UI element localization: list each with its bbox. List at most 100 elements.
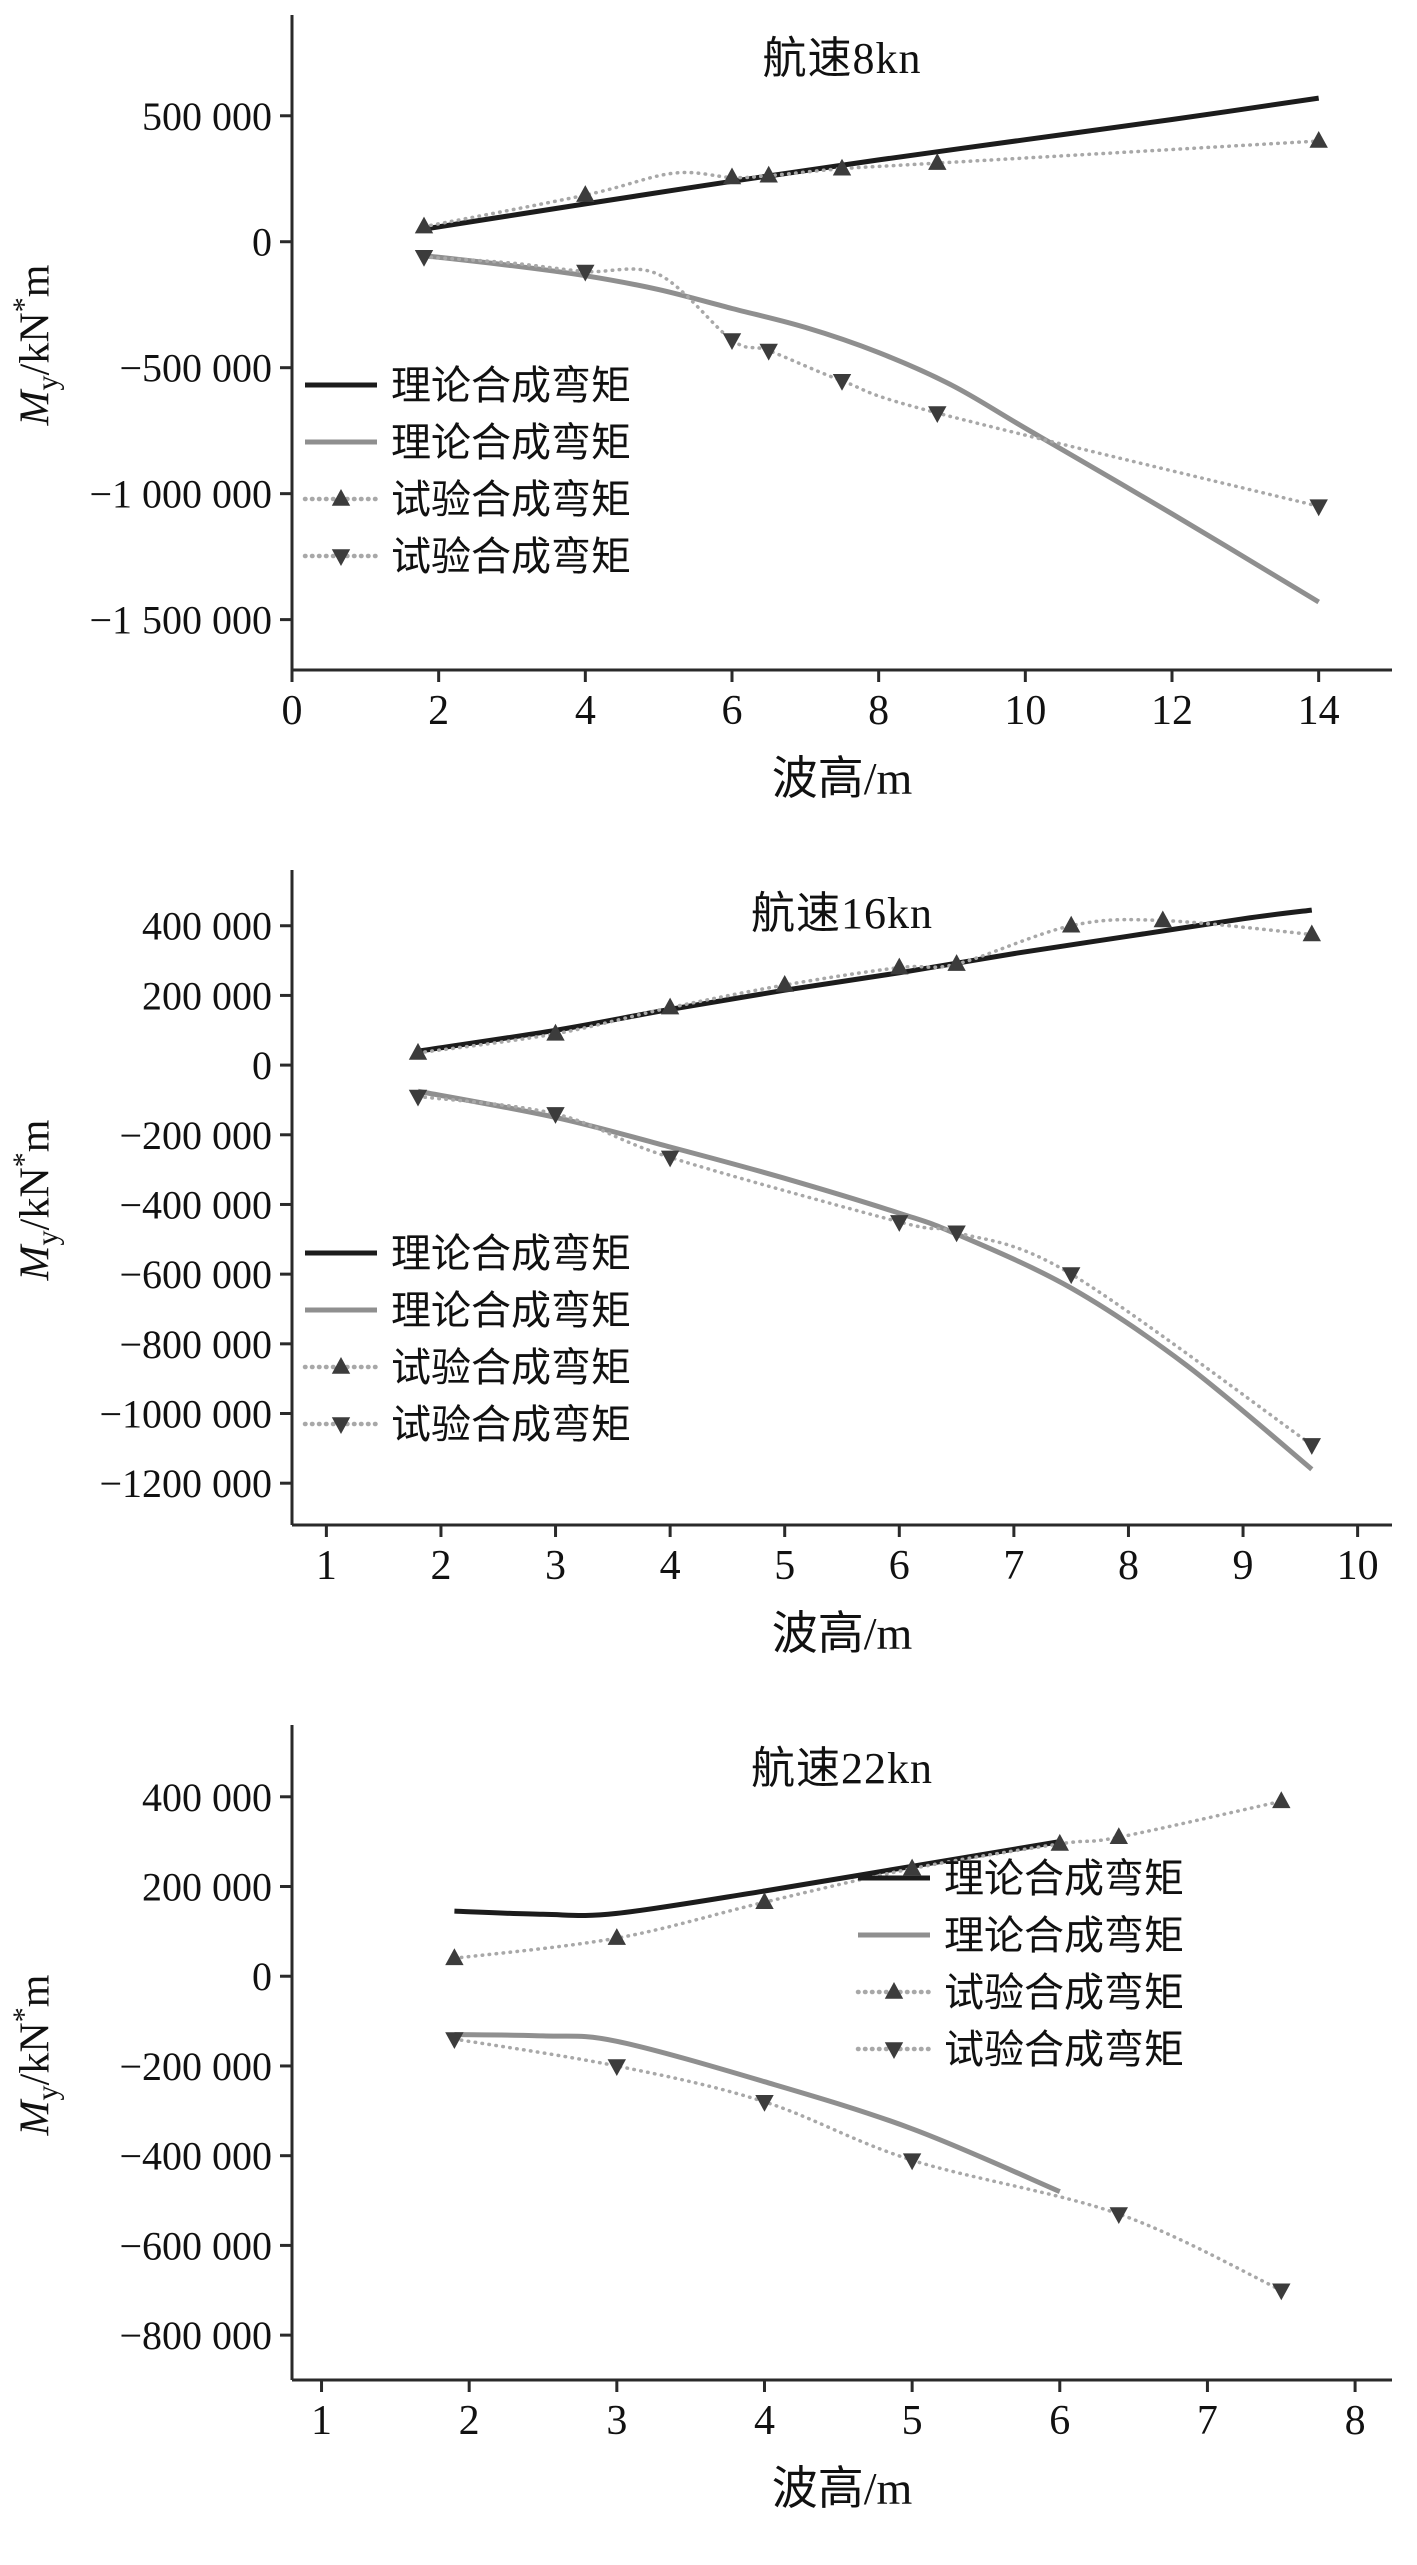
legend-label: 理论合成弯矩 [391, 1231, 631, 1276]
y-tick-label: −200 000 [119, 2044, 272, 2089]
x-tick-label: 3 [545, 1543, 566, 1589]
chart-8kn-plot-canvas: 0 2 4 6 8 10 12 14 500 000 0 −500 000 −1 000 000 −1 … [89, 15, 1392, 734]
triangle-down-marker [408, 1089, 428, 1107]
legend-label: 试验合成弯矩 [391, 477, 631, 522]
triangle-up-marker [832, 158, 852, 176]
legend-label: 理论合成弯矩 [944, 1856, 1184, 1901]
y-tick-label: −1000 000 [99, 1392, 272, 1437]
x-tick-label: 10 [1004, 688, 1046, 734]
triangle-down-marker [546, 1107, 565, 1124]
triangle-down-marker [1309, 499, 1328, 517]
triangle-down-marker [947, 1225, 966, 1243]
triangle-down-marker [1062, 1267, 1081, 1285]
y-tick-label: −200 000 [119, 1113, 272, 1158]
series-line [422, 255, 1321, 509]
y-tick-label: 0 [252, 1043, 272, 1088]
y-tick-label: −800 000 [119, 1322, 272, 1367]
y-label-subscript: y [30, 1230, 65, 1246]
y-label-symbol: M [12, 390, 59, 426]
triangle-up-marker [755, 1892, 774, 1909]
triangle-up-marker [928, 153, 947, 170]
triangle-down-marker [755, 2095, 774, 2112]
x-tick-label: 5 [902, 2398, 923, 2444]
chart-title: 航速8kn [762, 34, 922, 83]
triangle-up-marker [1050, 1833, 1069, 1851]
legend-label: 理论合成弯矩 [391, 420, 631, 465]
y-label-superscript: * [6, 297, 41, 313]
legend-label: 试验合成弯矩 [944, 1970, 1184, 2015]
series-line [452, 2037, 1284, 2293]
x-axis-label: 波高/m [771, 753, 913, 804]
chart-16kn-plot-canvas: 1 2 3 4 5 6 7 8 9 10 400 000 200 000 0 −200 000 −400 0… [99, 870, 1392, 1589]
triangle-up-marker [546, 1023, 565, 1041]
triangle-down-marker [1109, 2207, 1128, 2224]
x-tick-label: 6 [722, 688, 743, 734]
triangle-up-marker [947, 954, 966, 971]
y-label-superscript: * [6, 2007, 41, 2023]
y-label-symbol: M [12, 1245, 59, 1281]
triangle-up-marker [408, 1042, 428, 1060]
triangle-down-marker [607, 2059, 626, 2076]
y-tick-label: 200 000 [142, 1865, 272, 1910]
triangle-up-marker [576, 185, 595, 202]
series-line [423, 95, 1320, 232]
x-tick-label: 2 [428, 688, 449, 734]
triangle-down-marker [1302, 1438, 1321, 1455]
y-tick-label: 200 000 [142, 973, 272, 1018]
y-label-symbol: M [12, 2100, 59, 2136]
x-tick-label: 1 [316, 1543, 337, 1589]
series-line [423, 253, 1320, 605]
y-label-unit: /kN [12, 312, 59, 376]
x-tick-label: 2 [459, 2398, 480, 2444]
chart-speed-16kn: 1 2 3 4 5 6 7 8 9 10 400 000 200 000 0 −200 000 −400 0… [0, 855, 1417, 1710]
triangle-down-marker [331, 549, 351, 566]
x-tick-label: 4 [660, 1543, 681, 1589]
y-tick-label: 400 000 [142, 1775, 272, 1820]
y-tick-label: −600 000 [119, 2223, 272, 2268]
y-tick-label: 0 [252, 220, 272, 265]
x-axis-label: 波高/m [771, 2463, 913, 2514]
x-tick-label: 9 [1233, 1543, 1254, 1589]
triangle-up-marker [884, 1982, 904, 1999]
chart-22kn-plot-canvas: 1 2 3 4 5 6 7 8 400 000 200 000 0 −200 000 −400 000 −… [119, 1725, 1392, 2444]
triangle-down-marker [1272, 2283, 1291, 2301]
triangle-down-marker [928, 406, 947, 423]
x-tick-label: 6 [889, 1543, 910, 1589]
x-tick-label: 10 [1337, 1543, 1379, 1589]
triangle-up-marker [331, 489, 351, 506]
series-line [454, 2032, 1061, 2194]
legend-label: 试验合成弯矩 [944, 2027, 1184, 2072]
y-label-subscript: y [30, 375, 65, 391]
y-tick-label: −1 000 000 [89, 472, 272, 517]
x-tick-label: 3 [606, 2398, 627, 2444]
legend-label: 试验合成弯矩 [391, 1402, 631, 1447]
y-axis-label: My/kN*m [6, 1975, 65, 2136]
triangle-down-marker [576, 264, 595, 282]
y-label-unit-end: m [12, 264, 59, 298]
legend-label: 试验合成弯矩 [391, 534, 631, 579]
triangle-up-marker [414, 216, 434, 234]
y-tick-label: 500 000 [142, 94, 272, 139]
legend-label: 理论合成弯矩 [944, 1913, 1184, 1958]
triangle-down-marker [832, 374, 852, 391]
x-tick-label: 4 [575, 688, 596, 734]
y-label-unit-end: m [12, 1119, 59, 1153]
x-tick-label: 7 [1197, 2398, 1218, 2444]
y-label-unit-end: m [12, 1974, 59, 2008]
y-tick-label: −1200 000 [99, 1461, 272, 1506]
series-line [417, 1088, 1314, 1472]
y-label-unit: /kN [12, 1167, 59, 1231]
x-tick-label: 8 [1345, 2398, 1366, 2444]
chart-title: 航速16kn [751, 889, 933, 938]
y-axis-label: My/kN*m [6, 1120, 65, 1281]
legend-label: 理论合成弯矩 [391, 363, 631, 408]
triangle-up-marker [1153, 910, 1172, 928]
x-tick-label: 1 [311, 2398, 332, 2444]
x-tick-label: 5 [774, 1543, 795, 1589]
y-axis-label: My/kN*m [6, 265, 65, 426]
triangle-down-marker [902, 2153, 922, 2171]
x-tick-label: 8 [868, 688, 889, 734]
triangle-up-marker [1062, 915, 1081, 933]
series-line [422, 139, 1321, 229]
y-tick-label: −1 500 000 [89, 598, 272, 643]
